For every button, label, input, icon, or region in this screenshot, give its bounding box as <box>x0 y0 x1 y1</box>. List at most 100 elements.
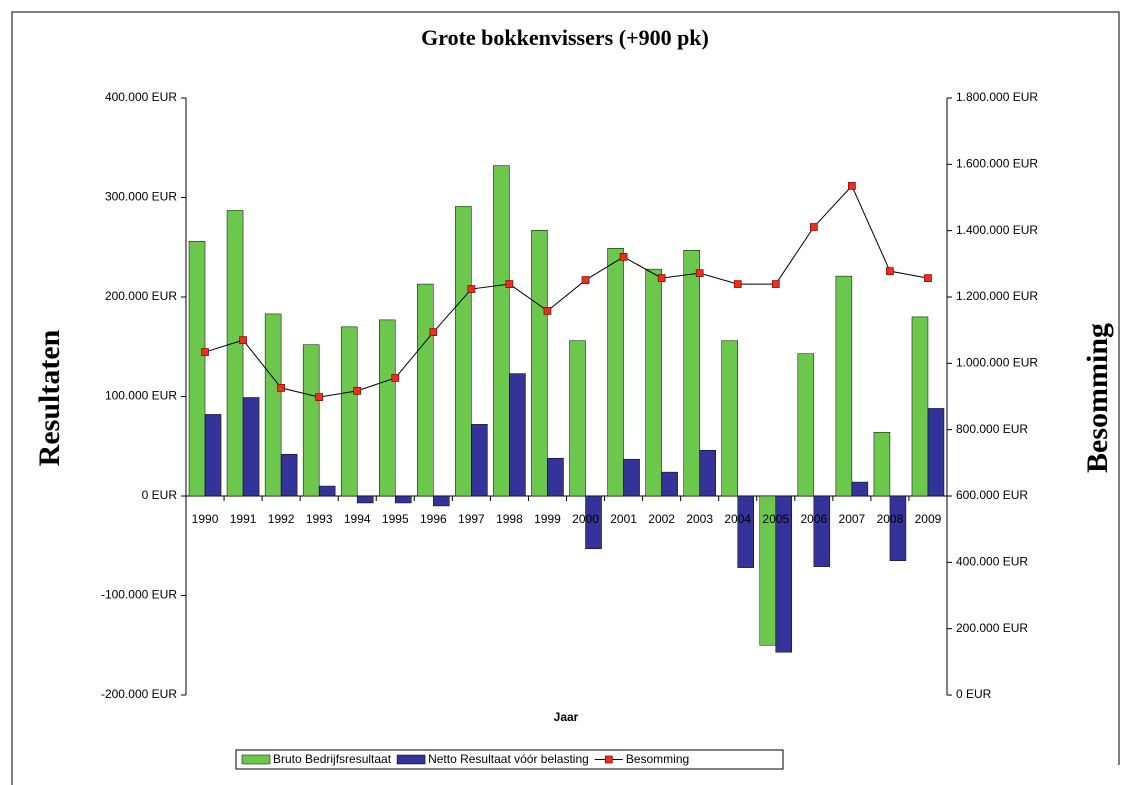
marker <box>924 274 932 282</box>
x-tick-label: 2002 <box>648 512 675 526</box>
x-tick-label: 1999 <box>534 512 561 526</box>
marker <box>581 276 590 284</box>
bar <box>737 495 754 568</box>
y-tick-label: 100.000 EUR <box>105 389 177 403</box>
legend-label: Netto Resultaat vóór belasting <box>428 752 589 766</box>
bar <box>889 495 907 561</box>
bar <box>204 414 222 497</box>
bar <box>356 495 374 504</box>
marker <box>353 387 362 395</box>
x-tick-label: 1992 <box>268 512 295 526</box>
marker <box>277 384 285 392</box>
x-tick-label: 2004 <box>724 512 751 526</box>
legend-label: Bruto Bedrijfsresultaat <box>273 752 392 766</box>
marker <box>543 307 552 315</box>
bar <box>927 408 945 497</box>
marker <box>771 280 780 288</box>
x-tick-label: 1997 <box>458 512 485 526</box>
bar <box>379 319 396 497</box>
y2-tick-label: 600.000 EUR <box>956 488 1028 502</box>
marker <box>429 328 438 337</box>
bar <box>433 495 450 507</box>
bar <box>318 485 336 497</box>
legend-box <box>235 749 784 770</box>
bar <box>395 495 412 504</box>
marker <box>733 280 742 288</box>
bar <box>242 397 260 497</box>
legend-marker <box>604 755 613 764</box>
bar <box>911 316 929 497</box>
x-tick-label: 1994 <box>344 512 371 526</box>
bar <box>699 449 716 497</box>
bar <box>264 313 282 497</box>
y2-tick-label: 1.800.000 EUR <box>956 90 1038 104</box>
bar <box>683 249 700 497</box>
marker <box>886 267 894 275</box>
marker <box>619 253 628 261</box>
bar <box>188 241 206 497</box>
y2-tick-label: 800.000 EUR <box>956 422 1028 436</box>
x-axis-title: Jaar <box>554 710 579 724</box>
x-tick-label: 1998 <box>496 512 523 526</box>
bar <box>851 481 869 497</box>
y-axis-title: Resultaten <box>33 329 66 466</box>
y-tick-label: 200.000 EUR <box>105 289 177 303</box>
x-tick-label: 2003 <box>686 512 713 526</box>
bar <box>226 210 244 497</box>
y-tick-label: 300.000 EUR <box>105 190 177 204</box>
bar <box>531 230 548 497</box>
bar <box>623 458 640 497</box>
y2-axis-title: Besomming <box>1081 323 1114 473</box>
bar <box>547 457 564 497</box>
bar <box>775 495 793 653</box>
marker <box>657 274 666 282</box>
x-tick-label: 1996 <box>420 512 447 526</box>
x-tick-label: 2008 <box>877 512 904 526</box>
bar <box>645 268 662 497</box>
y-tick-label: 400.000 EUR <box>105 90 177 104</box>
bar <box>340 326 358 497</box>
bar <box>471 424 488 497</box>
chart-title: Grote bokkenvissers (+900 pk) <box>421 25 709 50</box>
bar <box>813 495 831 567</box>
y2-tick-label: 0 EUR <box>956 687 992 701</box>
bar <box>417 283 434 497</box>
marker <box>467 285 476 293</box>
bar <box>873 432 891 497</box>
bar <box>302 344 320 497</box>
marker <box>239 336 247 344</box>
y2-tick-label: 400.000 EUR <box>956 555 1028 569</box>
x-tick-label: 1991 <box>230 512 257 526</box>
bar <box>797 353 815 497</box>
bar <box>721 340 738 497</box>
x-tick-label: 2001 <box>610 512 637 526</box>
x-tick-label: 2009 <box>915 512 942 526</box>
legend-swatch <box>396 754 426 765</box>
bar <box>280 453 298 497</box>
y-tick-label: -200.000 EUR <box>101 687 177 701</box>
y-tick-label: 0 EUR <box>142 488 178 502</box>
x-tick-label: 2005 <box>762 512 789 526</box>
bar <box>493 165 510 497</box>
bar <box>569 340 586 497</box>
line <box>204 184 929 398</box>
bar <box>509 373 526 497</box>
x-tick-label: 2007 <box>839 512 866 526</box>
x-tick-label: 1993 <box>306 512 333 526</box>
y-tick-label: -100.000 EUR <box>101 588 177 602</box>
frame <box>11 11 1120 785</box>
x-tick-label: 2000 <box>572 512 599 526</box>
marker <box>505 280 514 288</box>
legend-swatch <box>241 754 271 765</box>
x-tick-label: 2006 <box>800 512 827 526</box>
bar <box>455 206 472 497</box>
y2-tick-label: 1.000.000 EUR <box>956 356 1038 370</box>
bar <box>835 275 853 497</box>
marker <box>809 223 818 231</box>
marker <box>391 374 400 382</box>
y2-tick-label: 200.000 EUR <box>956 621 1028 635</box>
marker <box>695 269 704 277</box>
marker <box>848 182 856 190</box>
y2-tick-label: 1.400.000 EUR <box>956 223 1038 237</box>
